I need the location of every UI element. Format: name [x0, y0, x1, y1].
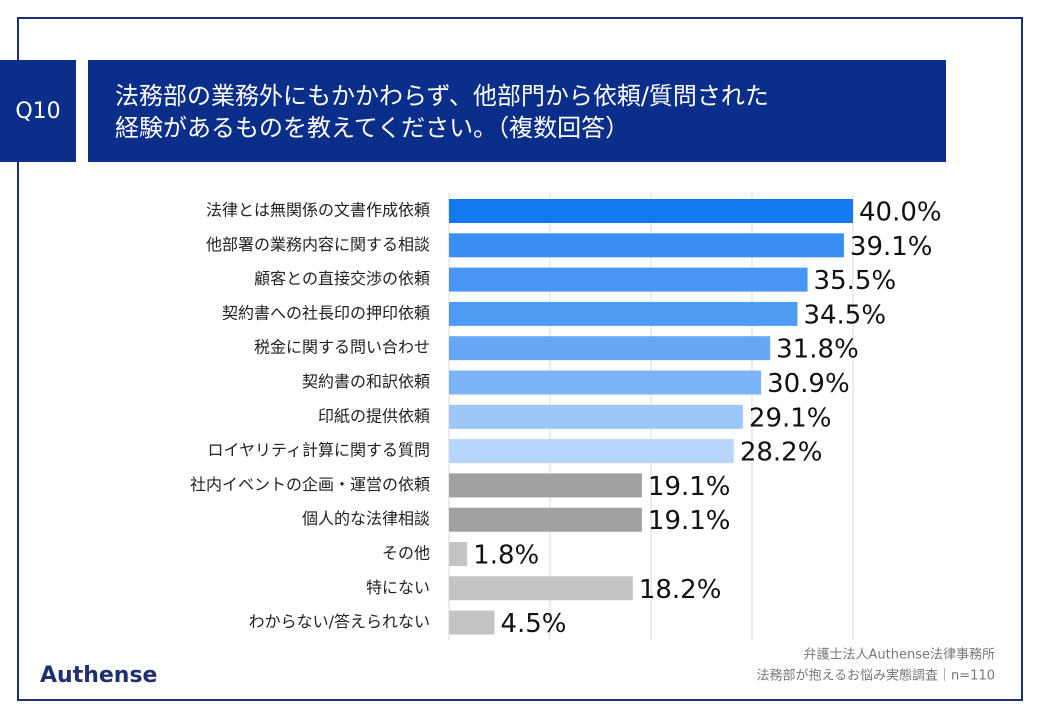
chart-title: 経験があるものを教えてください。（複数回答） [115, 114, 629, 142]
value-label: 30.9% [767, 369, 850, 399]
category-label: 法律とは無関係の文書作成依頼 [206, 201, 430, 220]
bar [449, 542, 468, 566]
title-box [88, 60, 946, 162]
badge: Q10 [15, 99, 60, 124]
value-label: 35.5% [814, 266, 897, 296]
category-label: わからない/答えられない [249, 612, 430, 631]
category-label: 他部署の業務内容に関する相談 [206, 235, 430, 254]
category-label: 顧客との直接交渉の依頼 [254, 269, 430, 288]
chart-title: 法務部の業務外にもかかわらず、他部門から依頼/質問された [115, 82, 769, 110]
category-label: その他 [382, 544, 430, 563]
bar [449, 507, 642, 532]
category-label: 契約書の和訳依頼 [302, 372, 430, 391]
value-label: 1.8% [473, 541, 539, 571]
category-label: 税金に関する問い合わせ [254, 338, 430, 357]
bar [449, 576, 633, 601]
category-label: 契約書への社長印の押印依頼 [222, 303, 430, 322]
bar [449, 404, 743, 429]
bar [449, 233, 844, 258]
source: 弁護士法人Authense法律事務所 [804, 647, 995, 663]
category-label: 個人的な法律相談 [302, 509, 430, 528]
value-label: 19.1% [648, 472, 731, 502]
bar [449, 610, 495, 635]
value-label: 29.1% [749, 403, 832, 433]
value-label: 40.0% [859, 198, 942, 228]
bar [449, 473, 642, 498]
value-label: 18.2% [639, 575, 722, 605]
value-label: 19.1% [648, 506, 731, 536]
bar [449, 439, 734, 464]
category-label: 社内イベントの企画・運営の依頼 [190, 475, 430, 494]
bar [449, 199, 853, 223]
value-label: 34.5% [803, 300, 886, 330]
bar [449, 370, 762, 395]
bar [449, 267, 808, 292]
category-label: ロイヤリティ計算に関する質問 [207, 441, 430, 460]
value-label: 39.1% [850, 232, 933, 262]
bar [449, 301, 798, 326]
bar [449, 336, 771, 361]
category-label: 特にない [366, 578, 430, 597]
logo: Authense [40, 663, 157, 688]
value-label: 4.5% [500, 609, 566, 639]
value-label: 28.2% [740, 438, 823, 468]
category-label: 印紙の提供依頼 [318, 406, 430, 425]
badge-box [0, 60, 76, 162]
source: 法務部が抱えるお悩み実態調査｜n=110 [756, 668, 995, 684]
value-label: 31.8% [776, 335, 859, 365]
